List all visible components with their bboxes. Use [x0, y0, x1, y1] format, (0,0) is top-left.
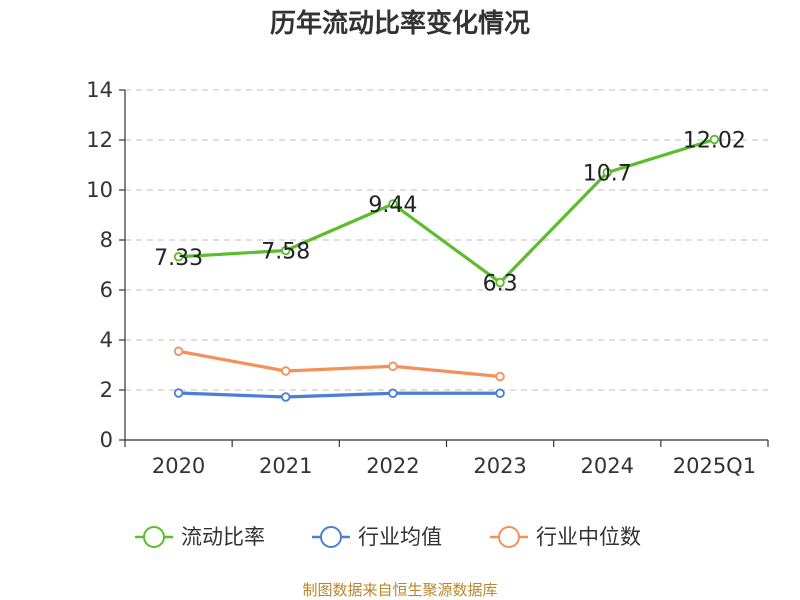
x-tick-label: 2024	[581, 454, 634, 478]
data-point	[173, 388, 184, 398]
data-label: 10.7	[583, 162, 632, 187]
series-line	[178, 391, 501, 399]
x-tick-label: 2020	[152, 454, 205, 478]
data-label: 12.02	[683, 129, 746, 154]
source-note: 制图数据来自恒生聚源数据库	[302, 581, 497, 599]
legend-marker	[143, 526, 165, 548]
chart-title: 历年流动比率变化情况	[270, 8, 530, 39]
legend-label: 流动比率	[181, 525, 265, 549]
x-tick-label: 2025Q1	[673, 454, 756, 478]
data-point	[388, 199, 398, 209]
data-point	[602, 167, 612, 178]
data-point	[709, 134, 720, 145]
y-tick-label: 14	[86, 78, 113, 102]
series-line	[178, 349, 501, 379]
data-label: 9.44	[368, 193, 417, 218]
data-point	[495, 371, 505, 382]
y-tick-label: 4	[100, 328, 113, 352]
data-point	[281, 392, 291, 402]
series-line	[178, 137, 715, 285]
x-tick-label: 2022	[366, 454, 419, 478]
y-tick-label: 12	[86, 128, 113, 152]
x-tick-label: 2023	[473, 454, 526, 478]
data-point	[281, 366, 291, 376]
grid-lines	[125, 89, 768, 391]
data-point	[388, 388, 398, 398]
legend-marker	[320, 526, 342, 548]
x-tick-label: 2021	[259, 454, 312, 478]
y-tick-label: 6	[100, 278, 113, 302]
series-group	[173, 134, 720, 402]
axes: 0 2 4 6 8 10 12 14 2020 2021 2022 2023 2024 2025Q1	[86, 78, 769, 478]
legend-marker	[498, 526, 520, 548]
data-point	[388, 361, 398, 371]
y-tick-label: 2	[100, 378, 113, 402]
data-point	[495, 388, 505, 398]
legend-label: 行业均值	[358, 525, 442, 549]
data-label: 6.3	[483, 272, 518, 297]
data-point	[495, 277, 505, 288]
data-label: 7.58	[261, 240, 310, 265]
y-tick-label: 10	[86, 178, 113, 202]
data-labels: 7.33 7.58 9.44 6.3 10.7 12.02	[154, 129, 746, 297]
legend-label: 行业中位数	[536, 525, 641, 549]
data-point	[173, 346, 184, 356]
y-tick-label: 8	[100, 228, 113, 252]
data-point	[173, 252, 184, 262]
legend: 流动比率 行业均值 行业中位数	[135, 525, 641, 549]
data-label: 7.33	[154, 246, 203, 271]
data-point	[281, 245, 291, 256]
y-tick-label: 0	[100, 428, 113, 452]
